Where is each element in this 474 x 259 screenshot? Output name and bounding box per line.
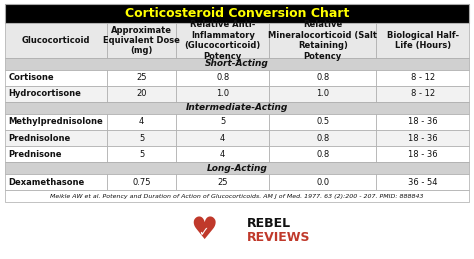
Text: Long-Acting: Long-Acting (207, 164, 267, 173)
Bar (107, 146, 176, 162)
Bar (376, 146, 469, 162)
Bar (5, 23, 107, 58)
Bar (107, 86, 176, 102)
Bar (269, 130, 376, 146)
Bar (107, 114, 176, 130)
Bar (5, 70, 107, 86)
Text: Relative
Mineralocorticoid (Salt
Retaining)
Potency: Relative Mineralocorticoid (Salt Retaini… (268, 20, 377, 61)
Text: 0.8: 0.8 (316, 150, 329, 159)
Bar (176, 174, 269, 190)
Text: 4: 4 (220, 150, 225, 159)
Text: 0.0: 0.0 (316, 178, 329, 187)
Text: 1.0: 1.0 (316, 89, 329, 98)
Text: Prednisolone: Prednisolone (9, 134, 71, 142)
Text: Glucocorticoid: Glucocorticoid (22, 36, 90, 45)
Bar (269, 114, 376, 130)
Bar (5, 190, 469, 202)
Bar (5, 174, 107, 190)
Bar (5, 114, 107, 130)
Bar (269, 23, 376, 58)
Text: 18 - 36: 18 - 36 (408, 134, 438, 142)
Text: 4: 4 (139, 117, 145, 126)
Text: 0.5: 0.5 (316, 117, 329, 126)
Bar (107, 174, 176, 190)
Text: Meikle AW et al. Potency and Duration of Action of Glucocorticoids. AM J of Med.: Meikle AW et al. Potency and Duration of… (50, 194, 424, 199)
Bar (176, 114, 269, 130)
Text: Dexamethasone: Dexamethasone (9, 178, 85, 187)
Text: 8 - 12: 8 - 12 (411, 89, 435, 98)
Text: Biological Half-
Life (Hours): Biological Half- Life (Hours) (387, 31, 459, 50)
Text: 5: 5 (139, 150, 145, 159)
Bar (5, 4, 469, 23)
Text: ✓: ✓ (199, 226, 209, 239)
Text: 0.75: 0.75 (132, 178, 151, 187)
Bar (269, 174, 376, 190)
Text: Cortisone: Cortisone (9, 73, 54, 82)
Bar (269, 70, 376, 86)
Bar (107, 130, 176, 146)
Text: Prednisone: Prednisone (9, 150, 62, 159)
Text: 25: 25 (218, 178, 228, 187)
Text: 4: 4 (220, 134, 225, 142)
Text: 25: 25 (137, 73, 147, 82)
Bar (376, 23, 469, 58)
Text: 18 - 36: 18 - 36 (408, 117, 438, 126)
Text: 8 - 12: 8 - 12 (411, 73, 435, 82)
Text: Approximate
Equivalent Dose
(mg): Approximate Equivalent Dose (mg) (103, 26, 180, 55)
Bar (5, 130, 107, 146)
Bar (376, 114, 469, 130)
Bar (5, 86, 107, 102)
Text: 20: 20 (137, 89, 147, 98)
Bar (5, 58, 469, 70)
Bar (376, 86, 469, 102)
Bar (176, 130, 269, 146)
Bar (376, 70, 469, 86)
Bar (269, 86, 376, 102)
Bar (176, 23, 269, 58)
Bar (376, 130, 469, 146)
Text: Methylprednisolone: Methylprednisolone (9, 117, 103, 126)
Text: REBEL: REBEL (246, 217, 291, 230)
Text: Relative Anti-
Inflammatory
(Glucocorticoid)
Potency: Relative Anti- Inflammatory (Glucocortic… (184, 20, 261, 61)
Bar (376, 174, 469, 190)
Text: Intermediate-Acting: Intermediate-Acting (186, 103, 288, 112)
Bar (176, 86, 269, 102)
Text: Corticosteroid Conversion Chart: Corticosteroid Conversion Chart (125, 7, 349, 20)
Text: 36 - 54: 36 - 54 (408, 178, 438, 187)
Text: Short-Acting: Short-Acting (205, 59, 269, 68)
Text: 0.8: 0.8 (316, 73, 329, 82)
Text: 0.8: 0.8 (316, 134, 329, 142)
Bar (5, 146, 107, 162)
Text: Hydrocortisone: Hydrocortisone (9, 89, 82, 98)
Bar (176, 146, 269, 162)
Bar (5, 162, 469, 174)
Bar (107, 23, 176, 58)
Text: 5: 5 (220, 117, 225, 126)
Bar (176, 70, 269, 86)
Bar (107, 70, 176, 86)
Bar (269, 146, 376, 162)
Text: REVIEWS: REVIEWS (246, 231, 310, 244)
Text: 18 - 36: 18 - 36 (408, 150, 438, 159)
Text: 1.0: 1.0 (216, 89, 229, 98)
Bar (5, 102, 469, 114)
Text: 0.8: 0.8 (216, 73, 229, 82)
Text: 5: 5 (139, 134, 145, 142)
Text: ♥: ♥ (190, 216, 218, 245)
